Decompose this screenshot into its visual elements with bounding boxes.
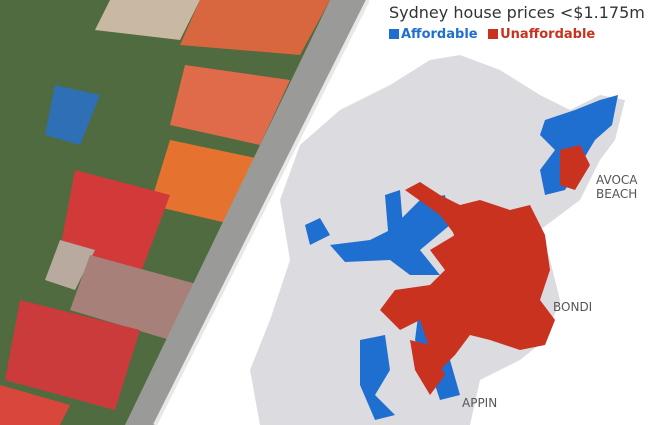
affordable-region-southwest — [385, 190, 405, 255]
affordable-region-central-coast — [540, 95, 618, 195]
label-avoca-beach: AVOCA BEACH — [596, 173, 638, 201]
label-bondi: BONDI — [553, 300, 593, 314]
legend-item-unaffordable: Unaffordable — [488, 27, 595, 42]
legend-swatch-affordable — [389, 29, 399, 39]
map-title: Sydney house prices <$1.175m — [389, 3, 645, 22]
legend-label-unaffordable: Unaffordable — [500, 27, 596, 42]
affordable-region-west — [305, 218, 330, 245]
legend: Affordable Unaffordable — [389, 27, 595, 42]
unaffordable-region-south — [410, 340, 445, 395]
legend-swatch-unaffordable — [488, 29, 499, 39]
legend-label-affordable: Affordable — [401, 27, 478, 42]
unaffordable-region-coast — [560, 145, 590, 190]
unaffordable-regions — [380, 145, 590, 395]
legend-item-affordable: Affordable — [389, 27, 478, 42]
unaffordable-region-north-shore — [380, 182, 555, 370]
label-appin: APPIN — [462, 396, 498, 410]
unaffordable-region-hills — [450, 215, 505, 255]
affordable-region-picton — [360, 335, 395, 420]
